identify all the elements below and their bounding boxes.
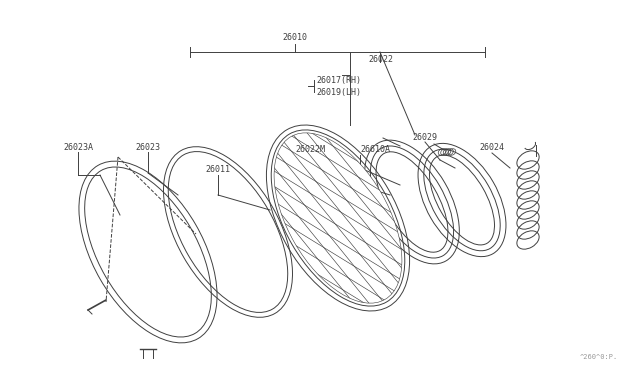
Text: 26029: 26029 [413,132,438,141]
Text: 26023A: 26023A [63,142,93,151]
Text: 26022M: 26022M [295,145,325,154]
Text: 26023: 26023 [136,142,161,151]
Ellipse shape [274,133,402,303]
Text: 26024: 26024 [479,144,504,153]
Text: 26610A: 26610A [360,145,390,154]
Text: 26011: 26011 [205,166,230,174]
Text: 26017(RH): 26017(RH) [316,76,361,84]
Text: 26022: 26022 [368,55,393,64]
Text: ^260^0:P.: ^260^0:P. [580,354,618,360]
Text: 26019(LH): 26019(LH) [316,87,361,96]
Text: 26010: 26010 [282,33,307,42]
